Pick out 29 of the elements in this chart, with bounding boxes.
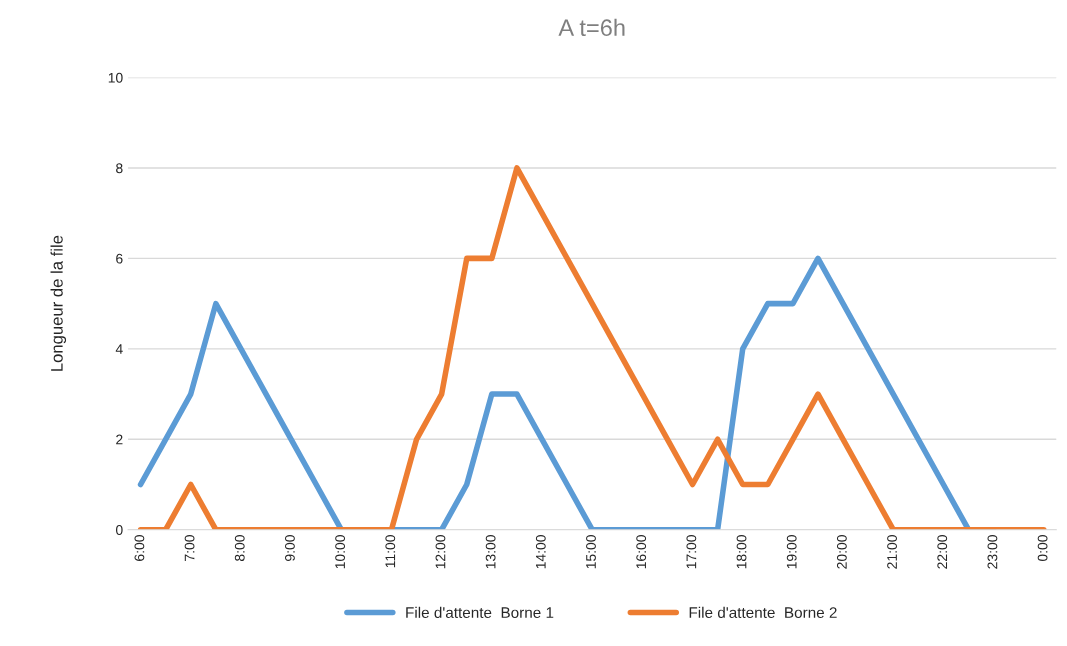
y-tick-label: 2 <box>116 434 123 445</box>
y-tick-label: 0 <box>116 525 123 535</box>
y-tick-label: 6 <box>116 253 123 264</box>
y-tick-label: 4 <box>115 344 123 354</box>
x-tick-label: 21:00 <box>887 535 897 569</box>
y-tick-label: 10 <box>108 72 123 83</box>
chart-title: A t=6h <box>558 18 625 37</box>
x-tick-label: 6:00 <box>134 535 145 561</box>
x-tick-label: 10:00 <box>335 535 346 569</box>
x-tick-label: 7:00 <box>184 535 195 561</box>
x-tick-label: 22:00 <box>937 535 948 569</box>
x-tick-label: 12:00 <box>435 535 446 569</box>
x-tick-label: 20:00 <box>836 535 847 569</box>
x-tick-label: 23:00 <box>987 535 998 569</box>
y-axis-title: Longueur de la file <box>50 235 67 371</box>
x-tick-label: 16:00 <box>636 535 647 569</box>
legend-label: File d'attente Borne 1 <box>406 606 554 618</box>
x-tick-label: 17:00 <box>686 535 697 569</box>
x-tick-label: 9:00 <box>285 535 295 561</box>
x-tick-label: 15:00 <box>586 535 596 569</box>
legend-label: File d'attente Borne 2 <box>689 606 837 618</box>
x-tick-label: 14:00 <box>535 535 546 569</box>
x-tick-label: 0:00 <box>1037 535 1048 562</box>
x-tick-label: 19:00 <box>786 535 797 569</box>
x-tick-label: 8:00 <box>234 535 245 562</box>
y-tick-label: 8 <box>116 163 123 174</box>
x-tick-label: 11:00 <box>385 535 396 568</box>
x-tick-label: 13:00 <box>485 535 496 569</box>
x-tick-label: 18:00 <box>736 535 747 569</box>
